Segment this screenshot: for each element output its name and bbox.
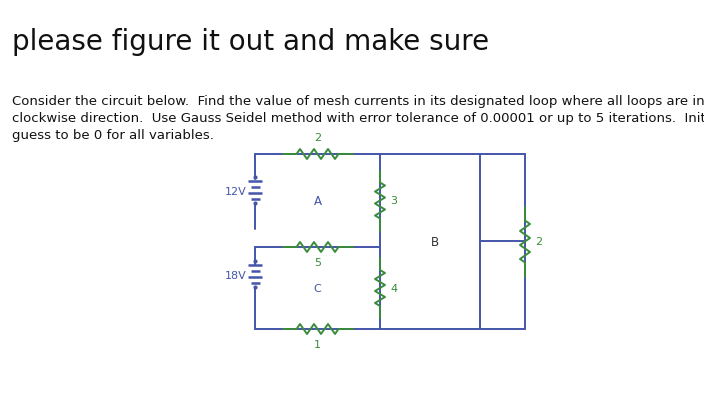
Text: 5: 5 [314, 257, 321, 267]
Text: 2: 2 [535, 237, 542, 247]
Text: 1: 1 [314, 339, 321, 349]
Text: Consider the circuit below.  Find the value of mesh currents in its designated l: Consider the circuit below. Find the val… [12, 95, 704, 108]
Text: guess to be 0 for all variables.: guess to be 0 for all variables. [12, 129, 214, 142]
Text: A: A [313, 195, 322, 207]
Text: 18V: 18V [225, 271, 247, 280]
Text: B: B [431, 235, 439, 248]
Text: 12V: 12V [225, 187, 247, 197]
Text: 3: 3 [390, 196, 397, 206]
Text: clockwise direction.  Use Gauss Seidel method with error tolerance of 0.00001 or: clockwise direction. Use Gauss Seidel me… [12, 112, 704, 125]
Text: C: C [313, 283, 321, 293]
Text: 4: 4 [390, 283, 397, 293]
Text: 2: 2 [314, 133, 321, 142]
Text: please figure it out and make sure: please figure it out and make sure [12, 28, 489, 56]
